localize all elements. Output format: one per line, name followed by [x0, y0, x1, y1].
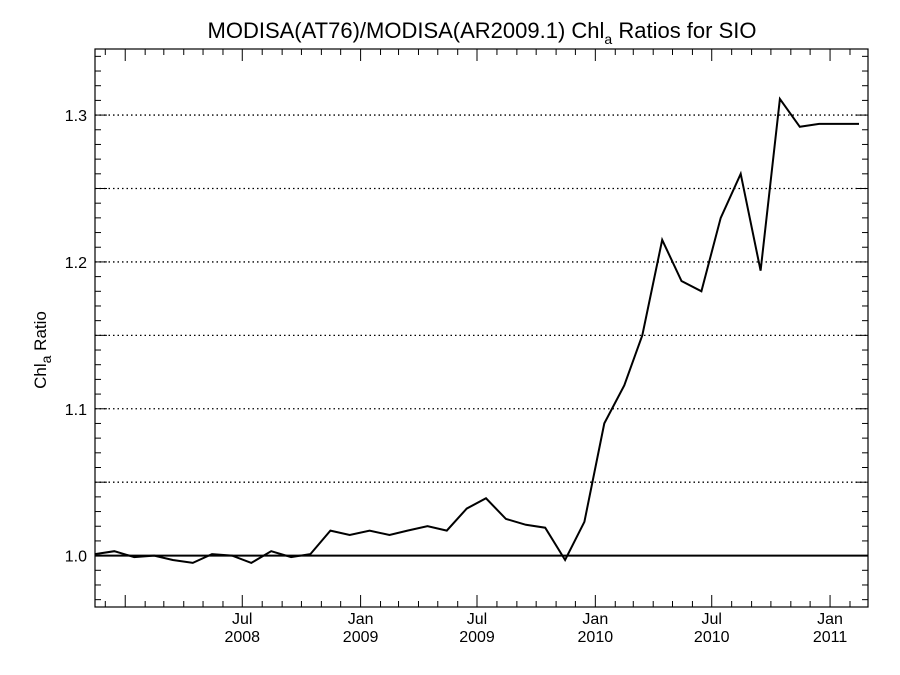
y-axis-label: Chla Ratio	[31, 311, 54, 389]
plot-frame	[94, 48, 869, 608]
x-ticks: Jul2008Jan2009Jul2009Jan2010Jul2010Jan20…	[104, 49, 869, 646]
chart-title: MODISA(AT76)/MODISA(AR2009.1) Chla Ratio…	[208, 18, 757, 47]
x-tick-label-year: 2010	[578, 629, 614, 646]
x-tick-label-year: 2010	[694, 629, 730, 646]
x-tick-label-month: Jan	[817, 611, 843, 628]
x-tick-label-year: 2011	[813, 629, 848, 646]
y-tick-label: 1.2	[65, 255, 87, 272]
x-tick-label-month: Jul	[232, 611, 252, 628]
x-tick-label-month: Jan	[348, 611, 374, 628]
x-tick-label-month: Jan	[582, 611, 608, 628]
y-ticks: 1.0 1.1 1.2 1.3	[65, 55, 868, 601]
y-tick-label: 1.1	[65, 402, 87, 419]
y-tick-label: 1.0	[65, 549, 87, 566]
gridlines	[95, 114, 868, 483]
x-tick-label-month: Jul	[702, 611, 722, 628]
x-tick-label-month: Jul	[467, 611, 487, 628]
x-tick-label-year: 2008	[224, 629, 260, 646]
ratio-series-line	[94, 96, 859, 565]
x-tick-label-year: 2009	[343, 629, 379, 646]
x-tick-label-year: 2009	[459, 629, 495, 646]
y-tick-label: 1.3	[65, 108, 87, 125]
